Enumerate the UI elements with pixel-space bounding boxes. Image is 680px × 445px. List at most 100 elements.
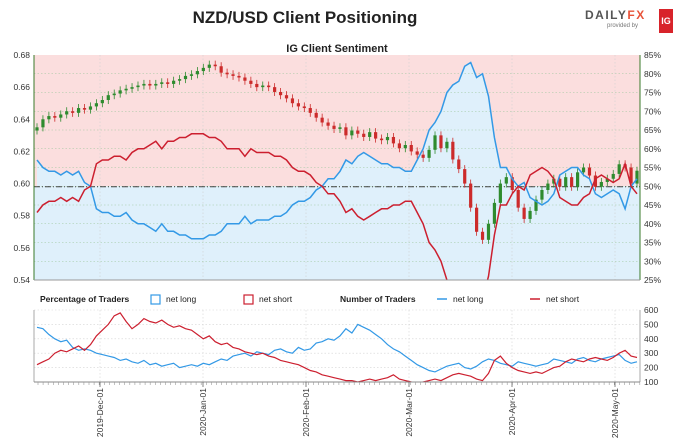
traders-panel: 600 500 400 300 200 100 2019-Dec-01 2020-Jan-01…: [33, 305, 658, 438]
price-sentiment-panel: 0.68 0.66 0.64 0.62 0.60 0.58 0.56 0.54 85% 80% 75…: [13, 50, 661, 285]
candle-body: [415, 151, 419, 155]
candle-body: [166, 82, 170, 84]
legend-swatch-box: [150, 294, 161, 305]
candle-body: [599, 181, 603, 187]
candle-body: [546, 183, 550, 190]
candle-body: [53, 116, 57, 118]
legend-label: net short: [259, 294, 293, 304]
logo-brand-main: DAILY: [585, 8, 628, 22]
candle-body: [94, 103, 99, 107]
candle-body: [457, 159, 461, 170]
right-tick-label: 500: [644, 319, 658, 329]
x-tick-label: 2020-May-01: [610, 388, 620, 438]
candle-body: [118, 90, 122, 94]
candle-body: [71, 111, 75, 113]
candle-body: [492, 202, 497, 224]
x-tick-label: 2020-Jan-01: [198, 388, 208, 436]
candle-body: [427, 149, 431, 158]
candle-body: [558, 178, 562, 187]
candle-body: [451, 141, 455, 160]
candle-body: [255, 83, 259, 88]
candle-body: [528, 210, 532, 219]
candle-body: [231, 74, 235, 76]
left-tick-label: 0.62: [13, 146, 30, 156]
candle-body: [189, 74, 194, 76]
x-tick-label: 2020-Mar-01: [404, 388, 414, 437]
candle-body: [59, 114, 63, 118]
candle-body: [213, 64, 217, 67]
candle-body: [172, 80, 176, 84]
candle-body: [368, 132, 372, 137]
candle-body: [290, 98, 295, 104]
candle-body: [100, 100, 104, 104]
right-tick-label: 40%: [644, 219, 661, 229]
candle-body: [575, 172, 580, 187]
candle-body: [249, 80, 253, 84]
right-tick-label: 75%: [644, 88, 661, 98]
candle-body: [273, 87, 277, 92]
candle-body: [308, 108, 312, 113]
candle-body: [225, 72, 229, 75]
candle-body: [314, 112, 318, 118]
candle-body: [320, 117, 324, 123]
candle-body: [611, 173, 615, 179]
candle-body: [344, 127, 348, 136]
candle-body: [124, 88, 128, 91]
candle-body: [564, 177, 568, 187]
candle-body: [302, 106, 306, 109]
candle-body: [136, 85, 140, 88]
right-tick-label: 300: [644, 348, 658, 358]
candle-body: [374, 132, 378, 139]
right-tick-label: 65%: [644, 125, 661, 135]
candle-body: [350, 130, 354, 136]
candle-body: [534, 199, 538, 211]
candle-body: [267, 85, 271, 88]
right-tick-label: 200: [644, 363, 658, 373]
candle-body: [397, 143, 401, 149]
left-tick-label: 0.60: [13, 179, 30, 189]
candle-body: [629, 167, 633, 184]
candle-body: [207, 64, 211, 68]
candle-body: [439, 135, 443, 149]
candle-body: [522, 207, 526, 219]
right-tick-label: 600: [644, 305, 658, 315]
candle-body: [391, 136, 396, 144]
right-tick-label: 70%: [644, 106, 661, 116]
candle-body: [338, 127, 342, 129]
candle-body: [356, 130, 360, 134]
candle-body: [593, 175, 598, 187]
right-tick-label: 80%: [644, 69, 661, 79]
panel-title: IG Client Sentiment: [286, 43, 388, 55]
legend-label: net long: [453, 294, 484, 304]
candle-body: [237, 75, 241, 78]
ig-logo-icon: IG: [659, 9, 673, 33]
candle-body: [409, 145, 413, 152]
candle-body: [76, 108, 81, 113]
legend-swatch-box: [243, 294, 254, 305]
candle-body: [480, 231, 485, 240]
right-tick-label: 30%: [644, 256, 661, 266]
right-tick-label: 45%: [644, 200, 661, 210]
legend-label: net long: [166, 294, 197, 304]
candle-body: [148, 83, 152, 86]
candle-body: [635, 170, 639, 184]
short-zone-background: [34, 55, 640, 187]
candle-body: [617, 164, 621, 174]
candle-body: [142, 83, 146, 86]
traders-net-long-line: [36, 323, 638, 373]
candle-body: [243, 77, 247, 81]
legend-heading: Percentage of Traders: [40, 294, 130, 304]
candle-body: [130, 87, 134, 89]
left-tick-label: 0.54: [13, 275, 30, 285]
candle-body: [183, 75, 188, 80]
candle-body: [362, 133, 366, 137]
net-long-percent-line: [36, 61, 638, 240]
candle-body: [219, 66, 223, 73]
candle-body: [82, 108, 87, 110]
net-short-percent-line: [36, 133, 638, 280]
x-tick-label: 2020-Apr-01: [507, 388, 517, 436]
candle-body: [463, 169, 467, 184]
candle-body: [498, 183, 502, 203]
right-tick-label: 35%: [644, 238, 661, 248]
